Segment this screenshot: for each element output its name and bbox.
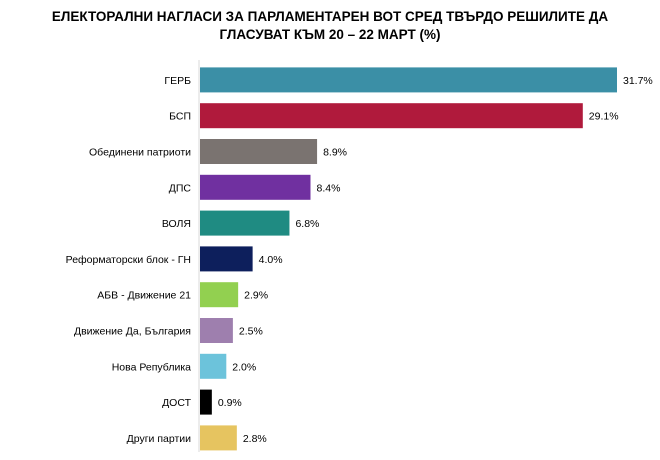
bar-9 [200, 389, 212, 415]
value-label-3: 8.4% [316, 182, 340, 194]
category-label-0: ГЕРБ [164, 75, 191, 87]
bar-5 [200, 246, 253, 272]
value-label-4: 6.8% [295, 218, 319, 230]
value-label-7: 2.5% [239, 326, 263, 338]
value-label-6: 2.9% [244, 290, 268, 302]
bar-8 [200, 353, 227, 379]
chart-title-line-2: ГЛАСУВАТ КЪМ 20 – 22 МАРТ (%) [220, 27, 441, 42]
category-label-6: АБВ - Движение 21 [97, 290, 191, 302]
bar-7 [200, 318, 233, 343]
category-label-3: ДПС [169, 182, 192, 194]
category-label-7: Движение Да, България [74, 326, 191, 338]
bar-4 [200, 210, 290, 236]
value-label-5: 4.0% [259, 254, 283, 266]
category-label-8: Нова Република [112, 361, 191, 373]
value-label-1: 29.1% [589, 111, 619, 123]
bar-6 [200, 282, 239, 308]
value-label-0: 31.7% [623, 75, 653, 87]
value-label-8: 2.0% [232, 361, 256, 373]
bars-group: ГЕРБ 31.7% БСП 29.1% Обединени патриоти 8.9% Д… [66, 67, 653, 451]
bar-3 [200, 174, 311, 200]
category-label-4: ВОЛЯ [162, 218, 191, 230]
chart-title-line-1: ЕЛЕКТОРАЛНИ НАГЛАСИ ЗА ПАРЛАМЕНТАРЕН ВОТ… [52, 9, 608, 24]
bar-10 [200, 425, 237, 451]
bar-2 [200, 139, 318, 164]
bar-0 [200, 67, 617, 93]
category-label-1: БСП [169, 111, 191, 123]
category-label-2: Обединени патриоти [89, 147, 191, 159]
bar-1 [200, 103, 583, 129]
value-label-2: 8.9% [323, 147, 347, 159]
category-label-9: ДОСТ [162, 397, 192, 409]
category-label-10: Други партии [127, 433, 192, 445]
category-label-5: Реформаторски блок - ГН [66, 254, 191, 266]
value-label-9: 0.9% [218, 397, 242, 409]
value-label-10: 2.8% [243, 433, 267, 445]
